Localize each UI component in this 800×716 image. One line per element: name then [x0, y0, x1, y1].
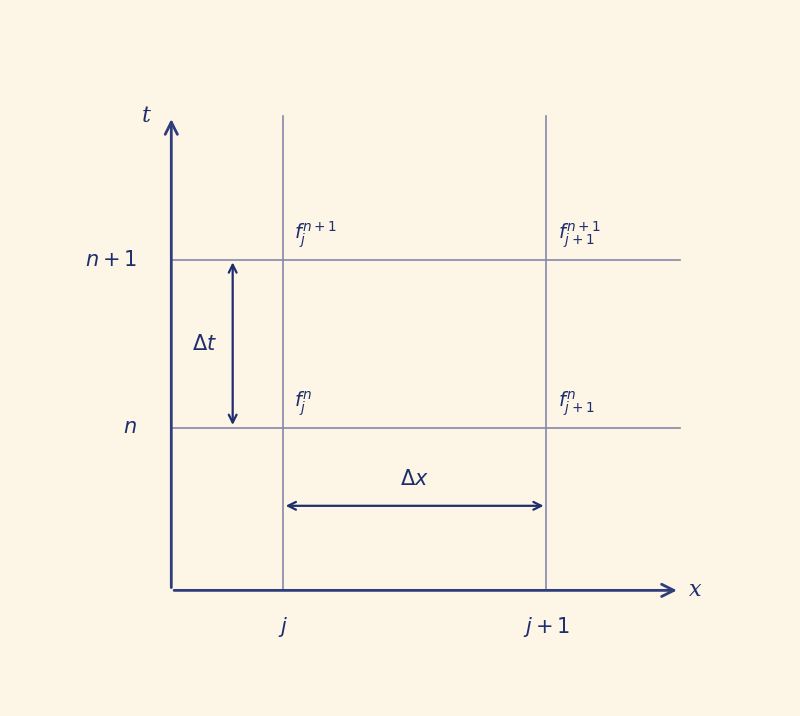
- Text: $f_{j+1}^{n+1}$: $f_{j+1}^{n+1}$: [558, 219, 601, 250]
- Text: $n+1$: $n+1$: [85, 250, 138, 270]
- Text: $j$: $j$: [278, 615, 288, 639]
- Text: $f_j^{n}$: $f_j^{n}$: [294, 389, 312, 418]
- Text: $f_{j+1}^{n}$: $f_{j+1}^{n}$: [558, 389, 594, 418]
- Text: $\Delta x$: $\Delta x$: [400, 469, 429, 489]
- Text: t: t: [142, 105, 151, 127]
- Text: $n$: $n$: [123, 418, 138, 437]
- Text: $j+1$: $j+1$: [523, 615, 570, 639]
- Text: $f_j^{n+1}$: $f_j^{n+1}$: [294, 219, 337, 250]
- Text: x: x: [689, 579, 702, 601]
- Text: $\Delta t$: $\Delta t$: [192, 334, 217, 354]
